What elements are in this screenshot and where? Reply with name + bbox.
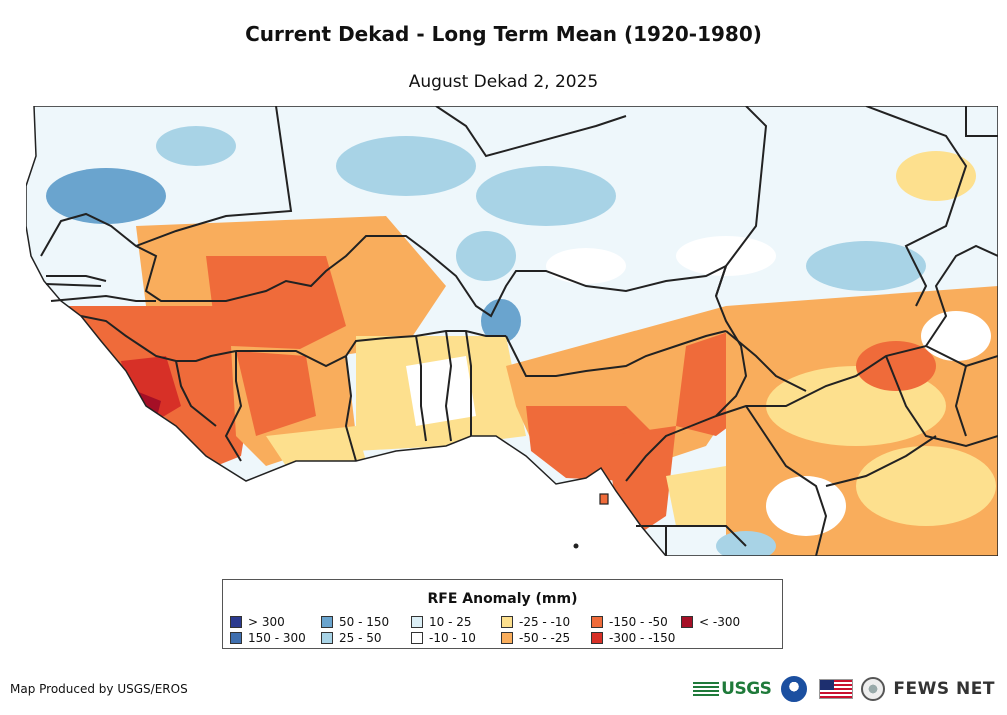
legend-title: RFE Anomaly (mm) (427, 591, 578, 607)
anomaly-map (26, 106, 998, 556)
legend-swatch (501, 632, 513, 644)
legend-swatch (321, 616, 333, 628)
legend-item: -25 - -10 (501, 615, 570, 629)
legend-item: -150 - -50 (591, 615, 668, 629)
anomaly-raster (26, 106, 998, 556)
legend-swatch (230, 616, 242, 628)
legend-swatch (230, 632, 242, 644)
legend-item: 150 - 300 (230, 631, 306, 645)
noaa-logo-icon (781, 676, 808, 702)
map-subtitle: August Dekad 2, 2025 (408, 72, 599, 92)
legend-swatch (321, 632, 333, 644)
legend-item: < -300 (681, 615, 740, 629)
legend-item: 10 - 25 (411, 615, 472, 629)
us-flag-icon (819, 679, 854, 699)
legend-swatch (411, 632, 423, 644)
legend-swatch (591, 616, 603, 628)
legend-item: 50 - 150 (321, 615, 389, 629)
usgs-logo-icon: USGS (693, 679, 772, 699)
legend-swatch (591, 632, 603, 644)
legend-item: 25 - 50 (321, 631, 382, 645)
legend-swatch (501, 616, 513, 628)
legend-swatch (411, 616, 423, 628)
map-credit: Map Produced by USGS/EROS (10, 682, 188, 696)
country-borders (40, 106, 998, 556)
legend-item: > 300 (230, 615, 285, 629)
legend-item: -50 - -25 (501, 631, 570, 645)
legend-item: -10 - 10 (411, 631, 476, 645)
logo-strip: USGS FEWS NET (693, 674, 995, 704)
map-title: Current Dekad - Long Term Mean (1920-198… (245, 22, 762, 46)
legend: RFE Anomaly (mm) > 300 150 - 300 50 - 15… (222, 579, 783, 649)
legend-item: -300 - -150 (591, 631, 675, 645)
state-department-seal-icon (861, 677, 886, 701)
legend-swatch (681, 616, 693, 628)
fews-net-logo: FEWS NET (893, 679, 995, 699)
